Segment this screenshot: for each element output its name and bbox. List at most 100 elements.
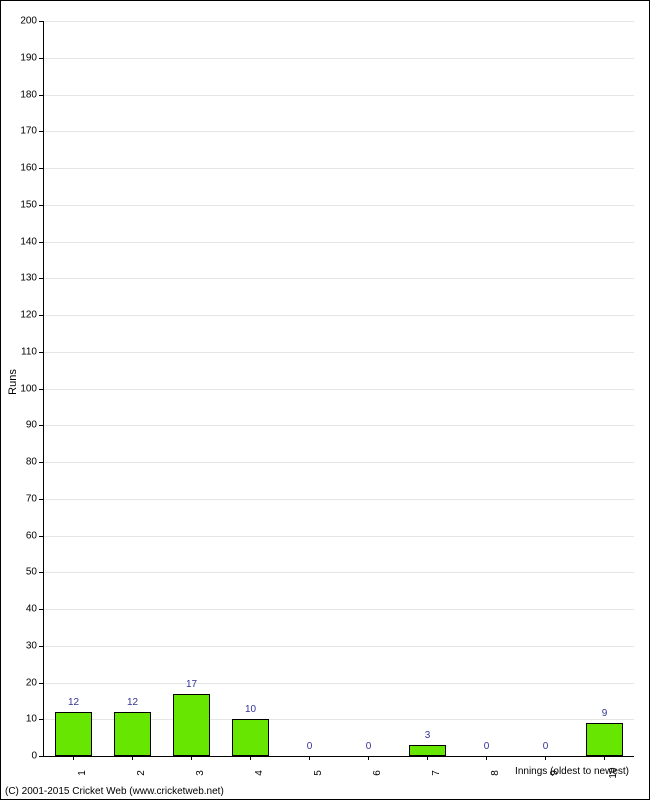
xtick-label: 9 bbox=[549, 770, 560, 776]
gridline bbox=[44, 536, 634, 537]
xtick-label: 5 bbox=[313, 770, 324, 776]
chart-container: 12121710003009 Runs Innings (oldest to n… bbox=[0, 0, 650, 800]
ytick-label: 10 bbox=[7, 714, 37, 725]
gridline bbox=[44, 205, 634, 206]
ytick-label: 0 bbox=[7, 751, 37, 762]
bar bbox=[409, 745, 446, 756]
ytick-mark bbox=[39, 499, 43, 500]
ytick-label: 100 bbox=[7, 383, 37, 394]
xtick-label: 10 bbox=[608, 767, 619, 778]
ytick-label: 60 bbox=[7, 530, 37, 541]
ytick-label: 170 bbox=[7, 126, 37, 137]
ytick-mark bbox=[39, 58, 43, 59]
gridline bbox=[44, 683, 634, 684]
ytick-label: 70 bbox=[7, 493, 37, 504]
ytick-mark bbox=[39, 389, 43, 390]
xtick-label: 6 bbox=[372, 770, 383, 776]
ytick-label: 190 bbox=[7, 52, 37, 63]
bar-value-label: 0 bbox=[307, 741, 313, 752]
xtick-mark bbox=[486, 756, 487, 760]
xtick-mark bbox=[368, 756, 369, 760]
ytick-mark bbox=[39, 242, 43, 243]
bar-value-label: 0 bbox=[366, 741, 372, 752]
ytick-mark bbox=[39, 425, 43, 426]
xtick-mark bbox=[250, 756, 251, 760]
ytick-mark bbox=[39, 756, 43, 757]
ytick-mark bbox=[39, 21, 43, 22]
plot-area: 12 12 17 10 0 0 3 0 0 9 bbox=[43, 21, 634, 757]
ytick-mark bbox=[39, 719, 43, 720]
gridline bbox=[44, 499, 634, 500]
ytick-mark bbox=[39, 95, 43, 96]
ytick-label: 180 bbox=[7, 89, 37, 100]
ytick-mark bbox=[39, 278, 43, 279]
gridline bbox=[44, 58, 634, 59]
xtick-label: 4 bbox=[254, 770, 265, 776]
ytick-label: 150 bbox=[7, 199, 37, 210]
ytick-label: 160 bbox=[7, 163, 37, 174]
gridline bbox=[44, 462, 634, 463]
xtick-label: 1 bbox=[77, 770, 88, 776]
bar-value-label: 9 bbox=[602, 708, 608, 719]
ytick-label: 80 bbox=[7, 457, 37, 468]
gridline bbox=[44, 389, 634, 390]
gridline bbox=[44, 131, 634, 132]
bar-value-label: 17 bbox=[186, 679, 197, 690]
ytick-mark bbox=[39, 168, 43, 169]
xtick-label: 2 bbox=[136, 770, 147, 776]
ytick-mark bbox=[39, 315, 43, 316]
ytick-label: 40 bbox=[7, 604, 37, 615]
bar bbox=[114, 712, 151, 756]
ytick-mark bbox=[39, 462, 43, 463]
ytick-mark bbox=[39, 572, 43, 573]
gridline bbox=[44, 425, 634, 426]
bar-value-label: 0 bbox=[543, 741, 549, 752]
ytick-mark bbox=[39, 352, 43, 353]
xtick-label: 7 bbox=[431, 770, 442, 776]
gridline bbox=[44, 21, 634, 22]
gridline bbox=[44, 609, 634, 610]
bar bbox=[586, 723, 623, 756]
gridline bbox=[44, 646, 634, 647]
ytick-label: 130 bbox=[7, 273, 37, 284]
bar bbox=[232, 719, 269, 756]
ytick-label: 110 bbox=[7, 346, 37, 357]
ytick-mark bbox=[39, 646, 43, 647]
ytick-label: 20 bbox=[7, 677, 37, 688]
bar-value-label: 3 bbox=[425, 730, 431, 741]
ytick-label: 200 bbox=[7, 16, 37, 27]
xtick-mark bbox=[309, 756, 310, 760]
bar-value-label: 12 bbox=[68, 697, 79, 708]
gridline bbox=[44, 278, 634, 279]
gridline bbox=[44, 352, 634, 353]
xtick-mark bbox=[73, 756, 74, 760]
xtick-label: 8 bbox=[490, 770, 501, 776]
bar-value-label: 10 bbox=[245, 704, 256, 715]
ytick-label: 50 bbox=[7, 567, 37, 578]
xtick-mark bbox=[604, 756, 605, 760]
ytick-label: 30 bbox=[7, 640, 37, 651]
ytick-mark bbox=[39, 536, 43, 537]
gridline bbox=[44, 315, 634, 316]
xtick-mark bbox=[545, 756, 546, 760]
ytick-mark bbox=[39, 131, 43, 132]
xtick-mark bbox=[427, 756, 428, 760]
ytick-mark bbox=[39, 609, 43, 610]
bar-value-label: 12 bbox=[127, 697, 138, 708]
bar-value-label: 0 bbox=[484, 741, 490, 752]
xtick-mark bbox=[191, 756, 192, 760]
gridline bbox=[44, 168, 634, 169]
ytick-label: 90 bbox=[7, 420, 37, 431]
bar bbox=[173, 694, 210, 756]
ytick-label: 120 bbox=[7, 310, 37, 321]
xtick-label: 3 bbox=[195, 770, 206, 776]
ytick-mark bbox=[39, 205, 43, 206]
copyright-text: (C) 2001-2015 Cricket Web (www.cricketwe… bbox=[5, 786, 224, 797]
gridline bbox=[44, 95, 634, 96]
bar bbox=[55, 712, 92, 756]
gridline bbox=[44, 242, 634, 243]
gridline bbox=[44, 572, 634, 573]
xtick-mark bbox=[132, 756, 133, 760]
ytick-mark bbox=[39, 683, 43, 684]
ytick-label: 140 bbox=[7, 236, 37, 247]
